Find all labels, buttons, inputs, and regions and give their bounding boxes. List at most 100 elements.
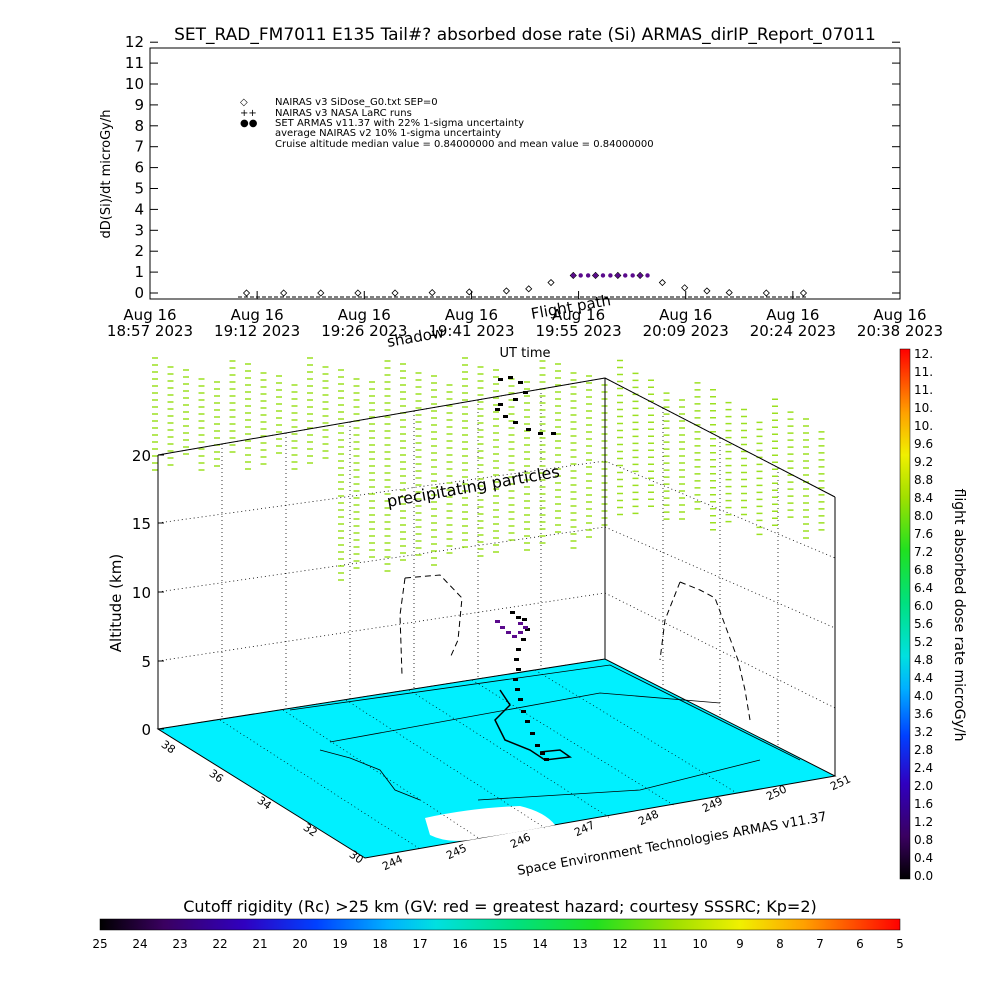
x-tick-time: 18:57 2023 bbox=[107, 322, 193, 340]
precipitating-particles-label: precipitating particles bbox=[385, 462, 561, 511]
flight-path-segment bbox=[530, 732, 535, 735]
right-colorbar-tick-label: 12. bbox=[914, 347, 933, 361]
y-tick-label: 8 bbox=[134, 117, 144, 135]
armas-point bbox=[615, 273, 621, 278]
altitude-tick-label: 15 bbox=[132, 515, 151, 533]
flight-path-segment bbox=[498, 403, 503, 406]
flight-path-segment bbox=[515, 688, 520, 691]
armas-point bbox=[637, 273, 643, 278]
bottom-colorbar-tick-label: 8 bbox=[776, 937, 784, 951]
right-colorbar-ticks: 0.0 0.4 0.8 1.2 1.6 2.0 2.4 2.8 3.2 3.6 4.0 4.4 4.8 5… bbox=[914, 347, 933, 883]
bottom-colorbar-ticks: 25 24 23 22 21 20 19 18 17 16 15 14 13 12 11 10 9 8 7 6 5 bbox=[92, 937, 903, 951]
x-tick-time: 20:24 2023 bbox=[750, 322, 836, 340]
right-colorbar-tick-label: 6.4 bbox=[914, 581, 933, 595]
longitude-tick-label: 245 bbox=[444, 841, 469, 862]
bottom-colorbar-tick-label: 21 bbox=[252, 937, 267, 951]
bottom-colorbar-tick-label: 5 bbox=[896, 937, 904, 951]
nairas-point bbox=[525, 285, 533, 293]
flight-path-segment bbox=[538, 432, 543, 435]
flight-path-segment bbox=[508, 376, 513, 379]
armas-point bbox=[593, 273, 598, 278]
y-tick-label: 4 bbox=[134, 200, 144, 218]
x-tick-time: 20:38 2023 bbox=[857, 322, 943, 340]
top-x-axis-label: UT time bbox=[500, 346, 551, 361]
bottom-colorbar-tick-label: 18 bbox=[372, 937, 387, 951]
right-colorbar-tick-label: 8.8 bbox=[914, 473, 933, 487]
nairas-point bbox=[725, 289, 733, 297]
y-tick-label: 7 bbox=[134, 138, 144, 156]
projection-right-wall bbox=[659, 581, 751, 721]
bottom-colorbar-tick-label: 15 bbox=[492, 937, 507, 951]
right-colorbar-tick-label: 10. bbox=[914, 419, 933, 433]
ground-track-shadow bbox=[494, 689, 573, 761]
right-colorbar-tick-label: 2.4 bbox=[914, 761, 933, 775]
flight-path-segment bbox=[513, 398, 518, 401]
nairas-point bbox=[569, 271, 577, 280]
right-colorbar-tick-label: 1.6 bbox=[914, 797, 933, 811]
bottom-colorbar-tick-label: 17 bbox=[412, 937, 427, 951]
top-legend: ◇ NAIRAS v3 SiDose_G0.txt SEP=0 ++ NAIRA… bbox=[240, 97, 654, 150]
armas-point bbox=[585, 273, 591, 278]
right-colorbar-tick-label: 6.0 bbox=[914, 599, 933, 613]
nairas-point bbox=[242, 289, 251, 297]
x-tick-date: Aug 16 bbox=[873, 306, 926, 324]
y-tick-label: 6 bbox=[134, 159, 144, 177]
x-tick-date: Aug 16 bbox=[659, 306, 712, 324]
right-colorbar-tick-label: 4.4 bbox=[914, 671, 933, 685]
flight-path-armas-segment bbox=[495, 620, 500, 623]
right-colorbar-tick-label: 3.6 bbox=[914, 707, 933, 721]
right-colorbar-tick-label: 5.6 bbox=[914, 617, 933, 631]
x-tick-date: Aug 16 bbox=[231, 306, 284, 324]
nairas-point bbox=[502, 287, 511, 295]
y-tick-label: 5 bbox=[134, 180, 144, 198]
altitude-tick-label: 5 bbox=[141, 653, 151, 671]
right-colorbar bbox=[899, 348, 911, 880]
flight-path-segment bbox=[510, 611, 515, 614]
precipitating-particles-marks bbox=[152, 357, 825, 581]
nairas-point bbox=[636, 271, 644, 280]
flight-path-segment bbox=[535, 744, 540, 747]
altitude-tick-label: 20 bbox=[132, 447, 151, 465]
flight-path-armas-segment bbox=[523, 626, 528, 629]
y-tick-label: 9 bbox=[134, 96, 144, 114]
right-colorbar-tick-label: 1.2 bbox=[914, 815, 933, 829]
right-colorbar-tick-label: 4.8 bbox=[914, 653, 933, 667]
flight-path-armas-segment bbox=[518, 631, 523, 634]
flight-path-segment bbox=[516, 668, 521, 671]
flight-path-armas-segment bbox=[500, 626, 505, 629]
bottom-colorbar bbox=[99, 918, 901, 931]
flight-path-marks bbox=[495, 376, 556, 761]
bottom-colorbar-tick-label: 12 bbox=[612, 937, 627, 951]
armas-point bbox=[630, 273, 635, 278]
flight-path-segment bbox=[521, 710, 526, 713]
flight-path-segment bbox=[544, 758, 549, 761]
right-colorbar-tick-label: 2.8 bbox=[914, 743, 933, 757]
latitude-tick-label: 38 bbox=[159, 738, 178, 757]
flight-path-segment bbox=[518, 381, 523, 384]
flight-path-segment bbox=[523, 391, 528, 394]
map-floor bbox=[156, 658, 837, 859]
bottom-colorbar-tick-label: 23 bbox=[172, 937, 187, 951]
armas-point bbox=[608, 273, 613, 278]
armas-point bbox=[571, 273, 576, 278]
map-land-gap bbox=[425, 806, 555, 841]
plot3d: Flight path shadow precipitating particl… bbox=[107, 291, 853, 879]
right-colorbar-label: flight absorbed dose rate microGy/h bbox=[951, 489, 967, 742]
nairas-point bbox=[547, 278, 555, 287]
right-colorbar-tick-label: 5.2 bbox=[914, 635, 933, 649]
x-tick-time: 19:26 2023 bbox=[321, 322, 407, 340]
x-tick-date: Aug 16 bbox=[766, 306, 819, 324]
x-tick-date: Aug 16 bbox=[123, 306, 176, 324]
bottom-colorbar-tick-label: 24 bbox=[132, 937, 147, 951]
flight-path-segment bbox=[513, 678, 518, 681]
altitude-tick-label: 10 bbox=[132, 584, 151, 602]
right-colorbar-tick-label: 8.0 bbox=[914, 509, 933, 523]
bottom-colorbar-tick-label: 6 bbox=[856, 937, 864, 951]
flight-path-segment bbox=[521, 638, 526, 641]
bottom-colorbar-tick-label: 25 bbox=[92, 937, 107, 951]
x-tick-date: Aug 16 bbox=[445, 306, 498, 324]
bottom-colorbar-tick-label: 10 bbox=[692, 937, 707, 951]
flight-path-segment bbox=[525, 628, 530, 631]
